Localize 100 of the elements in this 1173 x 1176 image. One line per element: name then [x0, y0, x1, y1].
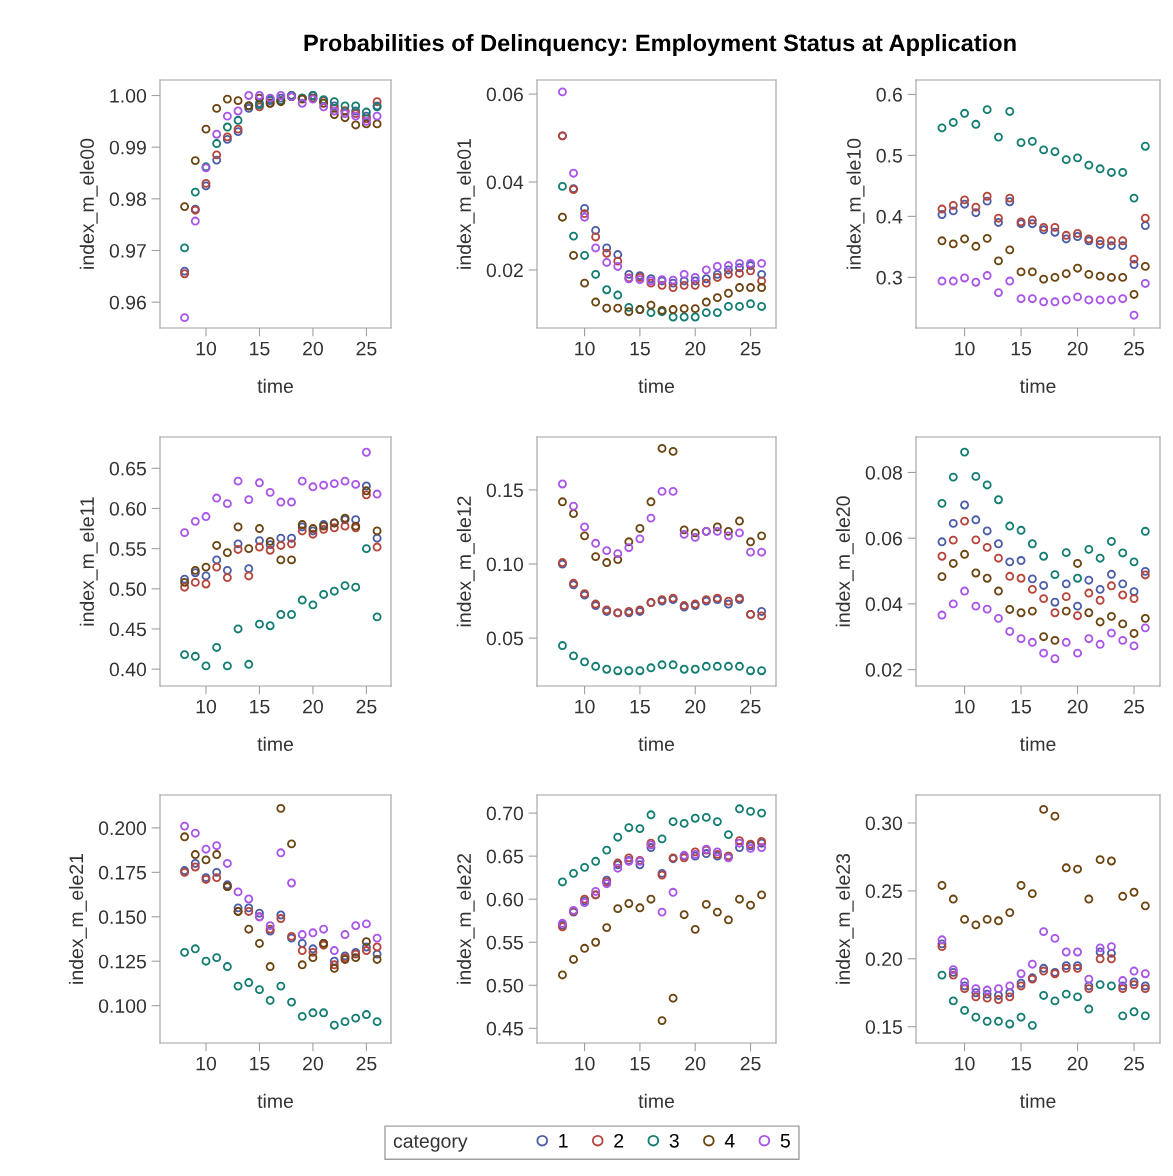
- y-tick-label: 0.55: [486, 935, 523, 950]
- x-tick-label: 10: [196, 1056, 217, 1071]
- legend-label: 2: [614, 1133, 624, 1148]
- x-axis-title: time: [638, 1093, 674, 1109]
- x-tick-label: 10: [196, 341, 217, 356]
- y-tick-label: 0.100: [98, 999, 147, 1013]
- x-tick-label: 25: [740, 1056, 761, 1071]
- y-axis-title: index_m_ele12: [456, 496, 475, 627]
- x-tick-label: 15: [1011, 699, 1032, 714]
- y-tick-label: 0.04: [486, 175, 524, 190]
- x-tick-label: 10: [575, 341, 595, 356]
- x-axis-title: time: [1019, 378, 1056, 394]
- y-tick-label: 0.20: [865, 952, 903, 967]
- x-axis-title: time: [1019, 736, 1056, 752]
- y-tick-label: 0.60: [109, 501, 147, 516]
- x-tick-label: 10: [575, 1056, 595, 1071]
- y-tick-label: 0.125: [98, 954, 146, 969]
- text: Probabilities of Delinquency: Employment Status at Application: [304, 34, 1016, 57]
- y-tick-label: 0.65: [109, 461, 146, 476]
- y-axis-title: index_m_ele11: [79, 497, 98, 626]
- x-axis-title: time: [257, 736, 293, 752]
- x-tick-label: 25: [356, 341, 377, 356]
- x-tick-label: 20: [1067, 699, 1088, 714]
- legend-label: 4: [724, 1134, 735, 1148]
- y-tick-label: 0.97: [109, 243, 146, 258]
- y-tick-label: 0.02: [486, 263, 523, 278]
- y-axis-title: index_m_ele23: [835, 853, 854, 984]
- y-tick-label: 0.6: [876, 87, 902, 102]
- x-tick-label: 25: [1124, 1056, 1145, 1071]
- y-tick-label: 0.70: [486, 806, 524, 821]
- x-tick-label: 10: [196, 699, 217, 714]
- y-tick-label: 0.3: [876, 270, 902, 285]
- x-tick-label: 10: [955, 1056, 975, 1071]
- y-tick-label: 0.45: [486, 1021, 523, 1036]
- y-tick-label: 0.50: [109, 582, 147, 597]
- y-tick-label: 0.150: [98, 910, 147, 925]
- x-tick-label: 10: [575, 699, 595, 714]
- x-axis-title: time: [638, 378, 674, 394]
- x-axis-title: time: [638, 736, 674, 752]
- x-tick-label: 15: [630, 1056, 650, 1071]
- x-tick-label: 20: [1067, 341, 1088, 356]
- x-tick-label: 15: [250, 699, 270, 714]
- x-axis-title: time: [1019, 1093, 1056, 1109]
- x-tick-label: 20: [685, 699, 706, 714]
- x-tick-label: 25: [1124, 341, 1145, 356]
- x-axis-title: time: [257, 378, 293, 394]
- y-tick-label: 0.175: [98, 865, 146, 880]
- y-tick-label: 0.08: [865, 465, 902, 480]
- y-tick-label: 0.04: [865, 597, 903, 612]
- y-tick-label: 0.02: [865, 663, 902, 677]
- x-axis-title: time: [257, 1093, 293, 1109]
- y-tick-label: 0.30: [865, 816, 903, 831]
- x-tick-label: 20: [303, 341, 323, 356]
- x-tick-label: 20: [1067, 1056, 1088, 1071]
- x-tick-label: 15: [1011, 1056, 1032, 1071]
- x-tick-label: 25: [356, 699, 377, 714]
- y-tick-label: 0.5: [876, 148, 902, 163]
- y-tick-label: 0.200: [98, 821, 147, 836]
- x-tick-label: 25: [740, 341, 761, 356]
- x-tick-label: 15: [630, 699, 650, 714]
- y-tick-label: 1.00: [110, 88, 147, 103]
- y-tick-label: 0.40: [109, 662, 147, 677]
- y-tick-label: 0.99: [109, 140, 146, 155]
- y-tick-label: 0.60: [486, 892, 524, 907]
- y-tick-label: 0.10: [486, 557, 524, 572]
- x-tick-label: 20: [303, 1056, 323, 1071]
- y-tick-label: 0.15: [865, 1020, 902, 1034]
- legend-label: 3: [669, 1133, 679, 1148]
- x-tick-label: 25: [356, 1056, 377, 1071]
- y-axis-title: index_m_ele21: [68, 854, 87, 984]
- y-tick-label: 0.25: [865, 884, 902, 899]
- y-axis-title: index_m_ele00: [79, 138, 98, 269]
- y-axis-title: index_m_ele22: [456, 854, 475, 984]
- y-tick-label: 0.55: [109, 542, 146, 556]
- y-tick-label: 0.05: [486, 631, 523, 646]
- legend-label: 1: [559, 1134, 568, 1148]
- y-tick-label: 0.06: [486, 87, 523, 102]
- y-tick-label: 0.65: [486, 849, 523, 864]
- x-tick-label: 15: [250, 341, 270, 356]
- y-tick-label: 0.50: [486, 978, 524, 993]
- y-axis-title: index_m_ele01: [456, 139, 475, 269]
- x-tick-label: 15: [250, 1056, 270, 1071]
- x-tick-label: 25: [740, 699, 761, 714]
- x-tick-label: 20: [685, 1056, 706, 1071]
- y-tick-label: 0.06: [865, 531, 902, 546]
- y-tick-label: 0.4: [876, 209, 903, 224]
- x-tick-label: 25: [1124, 699, 1145, 714]
- legend-label: 5: [780, 1134, 790, 1148]
- legend-title: category: [393, 1135, 468, 1152]
- y-tick-label: 0.45: [109, 622, 146, 637]
- x-tick-label: 10: [955, 699, 975, 714]
- y-tick-label: 0.98: [109, 192, 146, 207]
- x-tick-label: 15: [1011, 341, 1032, 356]
- y-axis-title: index_m_ele10: [846, 138, 865, 269]
- x-tick-label: 15: [630, 341, 650, 356]
- y-axis-title: index_m_ele20: [835, 496, 854, 627]
- x-tick-label: 20: [685, 341, 706, 356]
- x-tick-label: 20: [303, 699, 323, 714]
- x-tick-label: 10: [955, 341, 975, 356]
- y-tick-label: 0.96: [109, 295, 146, 310]
